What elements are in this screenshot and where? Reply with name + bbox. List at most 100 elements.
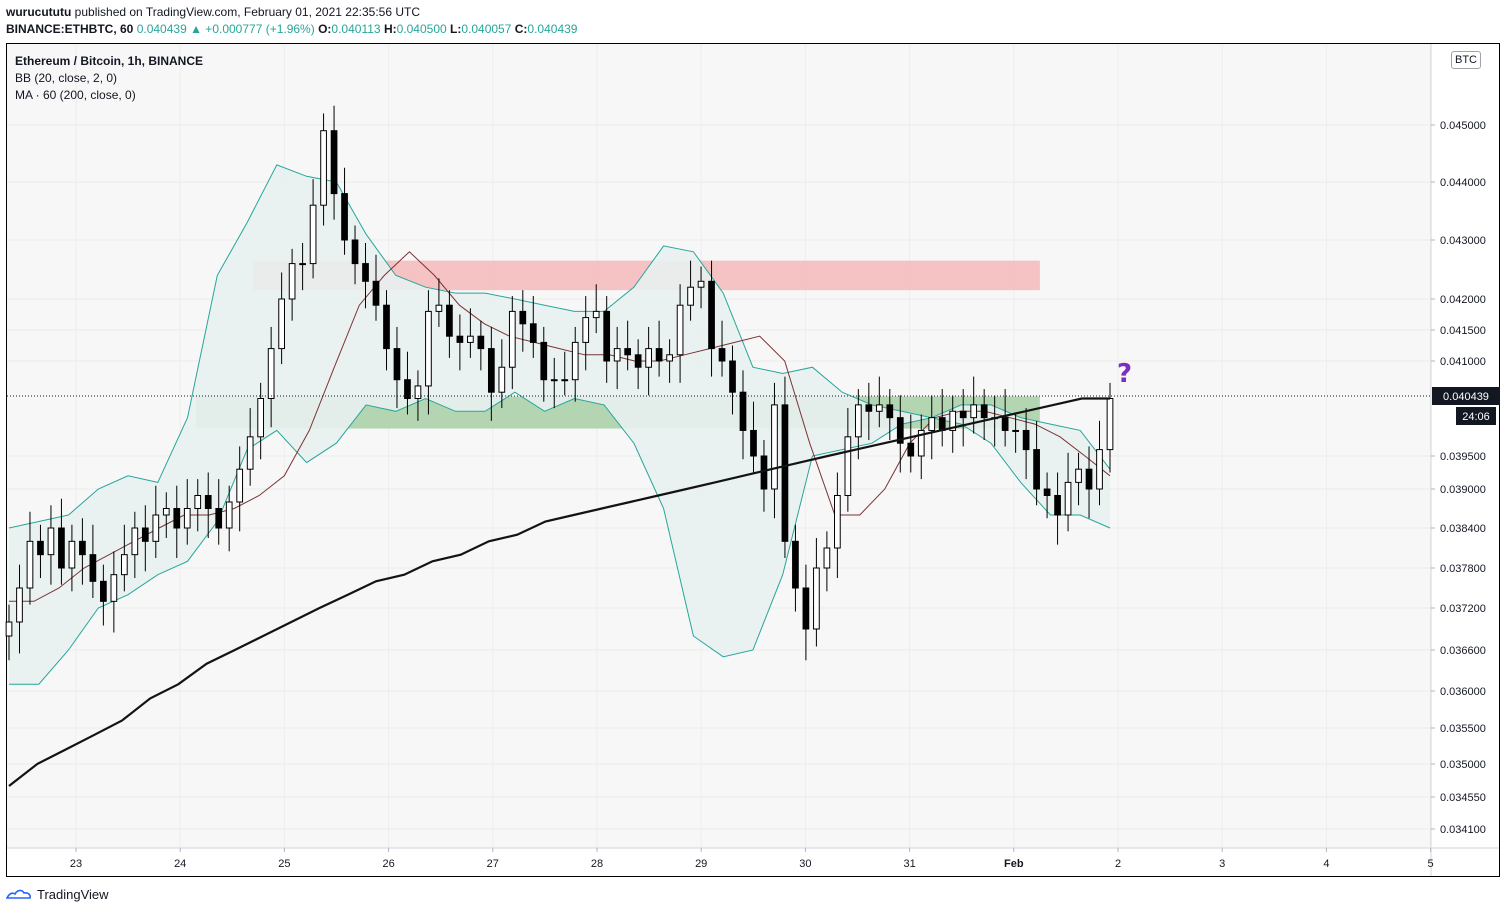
candle [330,105,338,220]
candle-body-up [267,348,275,399]
x-tick-label: Feb [1004,858,1024,870]
author-name[interactable]: wurucututu [6,5,72,19]
legend-bb[interactable]: BB (20, close, 2, 0) [15,71,118,85]
currency-unit-badge[interactable]: BTC [1451,51,1481,69]
y-tick-label: 0.038400 [1440,523,1486,535]
candle [278,272,285,365]
y-tick-label: 0.035000 [1440,759,1486,771]
candle-body-down [100,580,107,602]
y-tick-label: 0.044000 [1440,177,1486,189]
candle [404,351,411,415]
candle-body-up [917,429,925,457]
candle-body-down [1022,429,1030,451]
candle-body-down [351,239,359,265]
candle [561,351,569,396]
x-tick-label: 24 [174,858,186,870]
candle [5,604,13,661]
candle-body-up [110,574,118,602]
candle-body-up [246,436,254,470]
bollinger-bands [8,164,1111,685]
candle [508,296,516,390]
moving-average [8,397,1110,787]
candle [980,389,988,441]
candle-body-down [58,527,65,569]
candle-body-down [204,495,212,509]
candle-body-up [666,354,673,362]
y-tick-label: 0.045000 [1440,120,1486,132]
candle [582,296,590,371]
candle [1022,408,1030,480]
candle-body-down [79,540,86,556]
candle-body-down [781,404,789,542]
candle-body-down [634,354,642,368]
candle-body-up [16,587,23,623]
candle [865,382,873,441]
candle [183,479,191,545]
candle-body-up [425,310,432,387]
candle-body-down [404,379,411,399]
x-tick-label: 5 [1428,858,1434,870]
candle-body-down [708,280,715,350]
x-axis[interactable]: 23 24 25 26 27 28 29 30 31 Feb 2 3 4 5 [70,848,1434,870]
candle-body-up [236,468,244,503]
candle-body-up [152,514,160,542]
y-tick-label: 0.036600 [1440,645,1486,657]
candle [792,524,799,612]
low-value: 0.040057 [461,22,512,36]
candle [26,511,34,605]
candle [267,326,275,428]
candle [89,524,97,598]
low-label: L: [450,22,462,36]
candle [341,167,348,255]
candle-body-down [1001,417,1009,431]
candle [152,485,160,558]
candle [225,485,233,552]
candle-body-up [697,280,705,288]
y-tick-label: 0.039500 [1440,451,1486,463]
candle [236,446,244,532]
legend-title: Ethereum / Bitcoin, 1h, BINANCE [15,54,204,68]
close-label: C: [514,22,528,36]
candle [309,179,317,279]
y-tick-label: 0.037800 [1440,563,1486,575]
candle [131,511,139,578]
footer-brand: TradingView [37,887,109,902]
candle-body-down [624,348,632,356]
question-annotation: ? [1117,359,1132,389]
candle-body-up [844,436,852,496]
candle [173,485,181,558]
candle-body-up [1075,468,1082,483]
candle-body-up [571,341,579,381]
x-tick-label: 25 [278,858,290,870]
candle-body-up [257,397,265,438]
candle-body-up [970,404,978,419]
candle-body-up [299,263,306,266]
candle [37,524,44,578]
candle-body-down [750,429,757,457]
candle-body-down [729,360,736,393]
candle [519,290,527,352]
legend-ma[interactable]: MA · 60 (200, close, 0) [15,88,136,102]
ma200-line [8,397,1110,787]
y-axis[interactable]: 0.045000 0.044000 0.043000 0.042000 0.041500… [1431,120,1486,836]
candle-body-up [309,204,317,265]
candle-body-down [477,335,485,350]
x-tick-label: 23 [70,858,82,870]
candle [1012,414,1019,453]
candle-body-up [645,348,652,368]
countdown-badge-bg [1456,407,1496,425]
last-price: 0.040439 [136,22,187,36]
candle [425,290,432,415]
candle [729,345,736,415]
candle [47,505,55,585]
candle-body-down [959,410,967,419]
candle [362,242,369,309]
candle [372,254,380,321]
bb-upper-line [8,164,1111,529]
candle [802,564,810,661]
candle [393,326,401,409]
candle [928,395,936,460]
candle [120,524,128,592]
candle-body-down [1033,449,1040,490]
